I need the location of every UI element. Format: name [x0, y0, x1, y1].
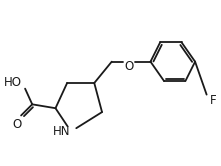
- Text: O: O: [125, 60, 134, 73]
- Text: O: O: [12, 118, 21, 131]
- Text: HO: HO: [4, 77, 22, 89]
- Text: HN: HN: [53, 125, 70, 138]
- Text: F: F: [210, 94, 216, 107]
